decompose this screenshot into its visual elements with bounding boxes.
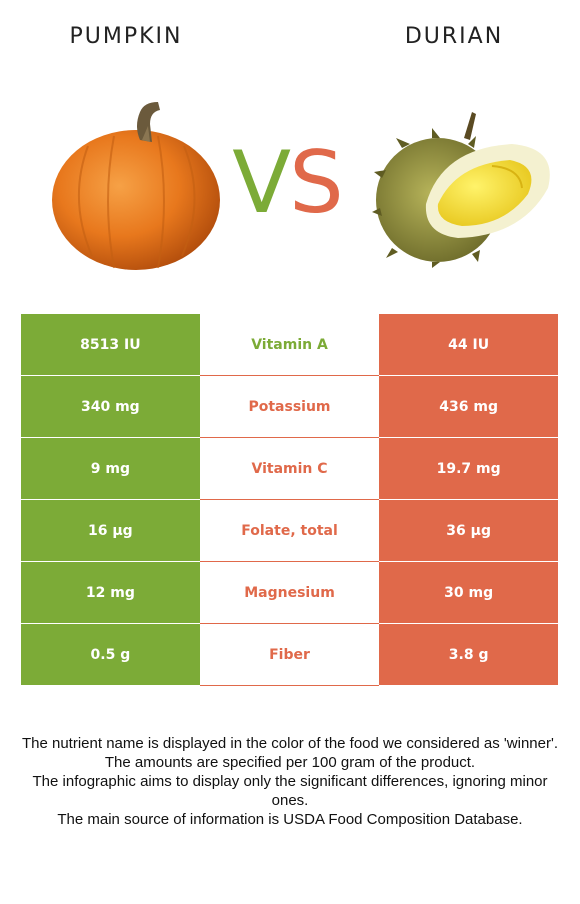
table-row: 9 mg Vitamin C 19.7 mg [21, 437, 558, 500]
nutrient-name: Magnesium [199, 561, 380, 624]
table-row: 0.5 g Fiber 3.8 g [21, 623, 558, 686]
left-value: 0.5 g [21, 623, 200, 686]
left-value: 9 mg [21, 437, 200, 500]
right-value: 3.8 g [379, 623, 558, 686]
table-row: 8513 IU Vitamin A 44 IU [21, 314, 558, 376]
right-value: 44 IU [379, 314, 558, 376]
right-food-title: DURIAN [404, 24, 504, 49]
table-row: 12 mg Magnesium 30 mg [21, 561, 558, 624]
nutrient-name: Fiber [199, 623, 380, 686]
left-food-title: PUMPKIN [69, 24, 183, 49]
nutrient-name: Vitamin A [199, 314, 380, 376]
note-line: The amounts are specified per 100 gram o… [104, 754, 476, 771]
note-line: The nutrient name is displayed in the co… [21, 735, 559, 752]
nutrient-name: Vitamin C [199, 437, 380, 500]
left-value: 8513 IU [21, 314, 200, 376]
table-row: 340 mg Potassium 436 mg [21, 375, 558, 438]
durian-image [372, 108, 562, 272]
left-value: 16 µg [21, 499, 200, 562]
comparison-table: 8513 IU Vitamin A 44 IU 340 mg Potassium 436 … [21, 314, 558, 686]
nutrient-name: Folate, total [199, 499, 380, 562]
left-value: 12 mg [21, 561, 200, 624]
vs-s: S [289, 133, 344, 233]
right-value: 19.7 mg [379, 437, 558, 500]
table-row: 16 µg Folate, total 36 µg [21, 499, 558, 562]
nutrient-name: Potassium [199, 375, 380, 438]
note-line: The main source of information is USDA F… [57, 811, 523, 828]
right-value: 36 µg [379, 499, 558, 562]
left-value: 340 mg [21, 375, 200, 438]
vs-v: V [232, 133, 291, 233]
note-line: The infographic aims to display only the… [32, 773, 548, 809]
pumpkin-image [48, 96, 228, 276]
footnotes: The nutrient name is displayed in the co… [20, 734, 560, 829]
vs-label: VS [222, 138, 352, 228]
right-value: 436 mg [379, 375, 558, 438]
right-value: 30 mg [379, 561, 558, 624]
